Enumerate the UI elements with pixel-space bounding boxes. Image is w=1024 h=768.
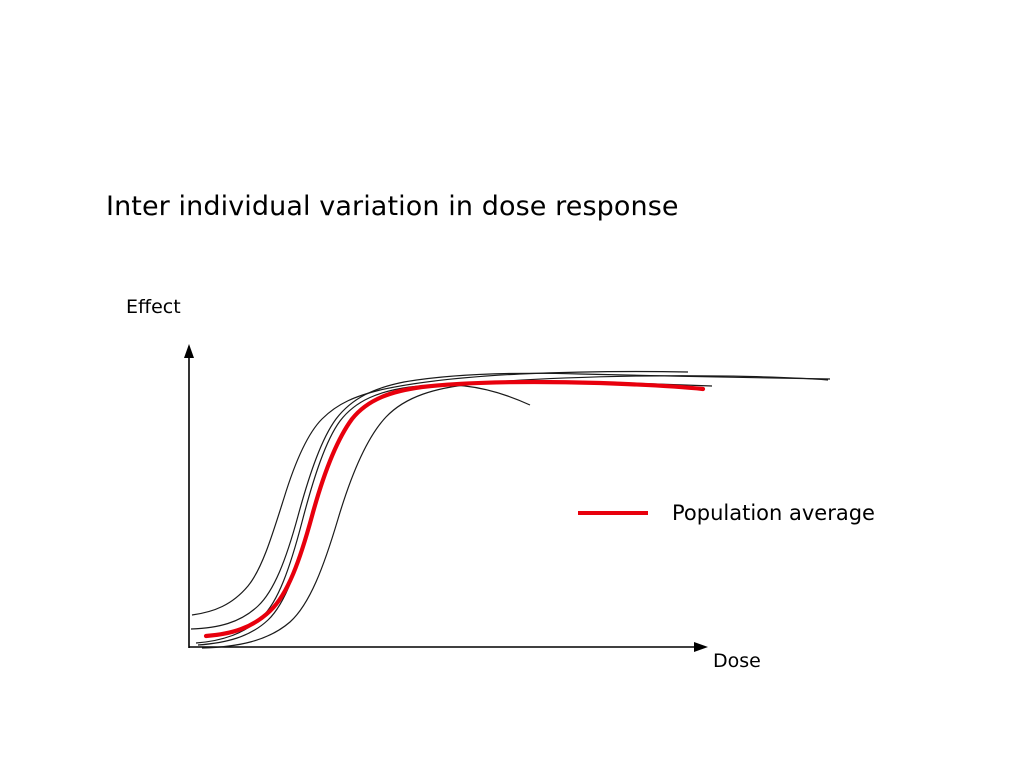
y-axis-label: Effect: [126, 296, 181, 318]
curve-individual-5: [201, 375, 829, 649]
page-title: Inter individual variation in dose respo…: [106, 191, 679, 222]
x-axis-arrow-icon: [694, 642, 708, 652]
curve-individual-3: [195, 384, 531, 644]
y-axis: [184, 344, 194, 648]
curve-individual-2: [190, 372, 831, 630]
population-average-curve: [203, 379, 706, 639]
legend-label-population-average: Population average: [672, 501, 875, 525]
curve-individual-1: [191, 370, 689, 616]
curve-population-average-path: [203, 379, 706, 639]
x-axis-label: Dose: [713, 650, 761, 672]
legend-swatch-population-average: [578, 511, 648, 515]
x-axis: [189, 642, 708, 652]
chart-legend: Population average: [578, 496, 875, 530]
y-axis-arrow-icon: [184, 344, 194, 358]
